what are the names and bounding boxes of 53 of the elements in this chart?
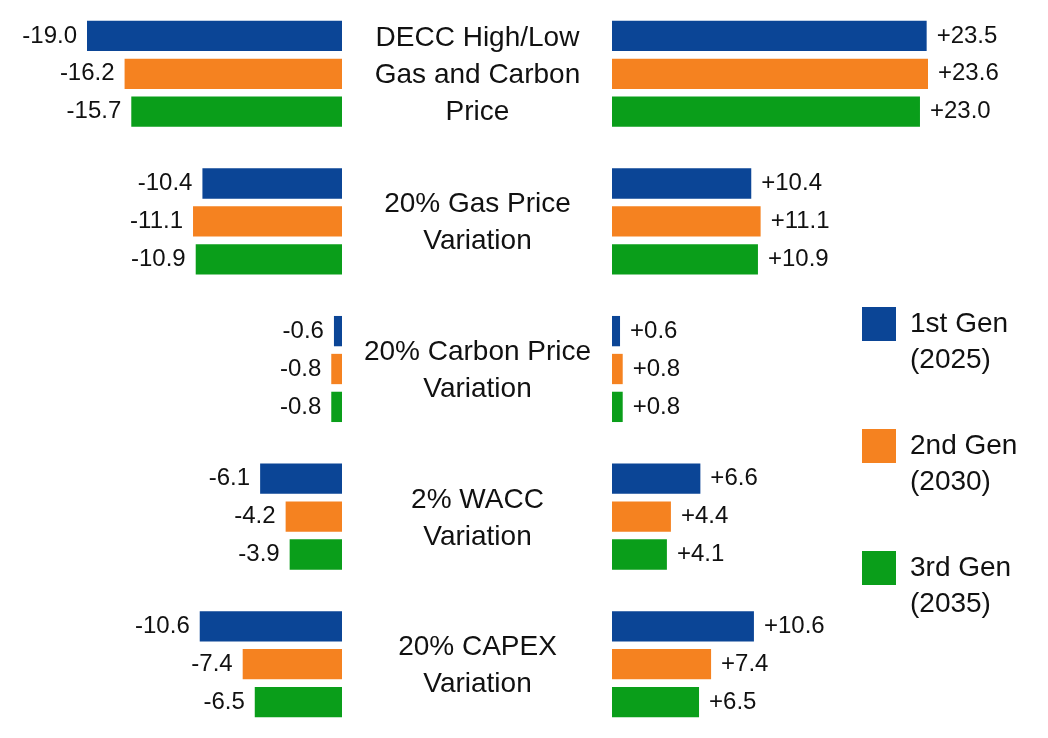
- data-label: +6.6: [710, 463, 758, 491]
- data-label: -10.6: [135, 610, 190, 638]
- data-label: +11.1: [770, 206, 830, 234]
- data-label: +4.1: [676, 539, 725, 567]
- data-label: -15.7: [66, 96, 122, 124]
- data-label: -0.6: [282, 315, 324, 343]
- bar: [612, 96, 920, 127]
- bar: [612, 315, 621, 347]
- bar: [612, 244, 758, 275]
- bar: [612, 353, 623, 385]
- data-label: -3.9: [238, 539, 280, 567]
- bar: [612, 463, 701, 494]
- y-tick-label: 20% Gas Price Variation: [383, 186, 572, 258]
- data-label: -6.5: [203, 686, 245, 714]
- data-label: -16.2: [59, 58, 115, 86]
- bar: [612, 168, 752, 199]
- legend-label: 1st Gen (2025): [910, 306, 1010, 376]
- data-label: +4.4: [680, 501, 729, 529]
- bar: [612, 206, 761, 237]
- bar: [612, 391, 623, 423]
- bar: [612, 649, 712, 680]
- legend-label: 3rd Gen (2035): [910, 550, 1013, 620]
- y-tick-label: 20% Carbon Price Variation: [362, 334, 593, 405]
- data-label: +6.5: [709, 686, 757, 714]
- data-label: +7.4: [721, 648, 769, 676]
- data-label: +0.6: [630, 315, 678, 343]
- data-label: +0.8: [632, 391, 681, 419]
- data-label: +10.9: [767, 243, 829, 271]
- data-label: -10.4: [137, 168, 193, 196]
- data-label: -19.0: [22, 20, 77, 48]
- bar: [612, 539, 667, 570]
- data-label: -0.8: [279, 353, 322, 381]
- y-tick-label: DECC High/Low Gas and Carbon Price: [373, 20, 582, 129]
- data-label: +23.5: [936, 20, 998, 48]
- data-label: +0.8: [632, 353, 681, 381]
- legend-label: 2nd Gen (2030): [910, 428, 1019, 498]
- data-label: -7.4: [191, 648, 233, 676]
- data-label: +23.0: [929, 96, 991, 124]
- data-label: -11.1: [130, 206, 184, 234]
- bar: [612, 501, 671, 532]
- data-label: -4.2: [234, 501, 276, 529]
- y-tick-label: 2% WACC Variation: [410, 481, 545, 553]
- data-label: +23.6: [938, 58, 999, 86]
- data-label: -10.9: [131, 243, 186, 271]
- data-label: +10.4: [761, 168, 822, 196]
- bar: [612, 58, 928, 89]
- data-label: +10.6: [763, 610, 825, 638]
- data-label: -0.8: [279, 391, 322, 419]
- bar: [612, 20, 927, 52]
- bar: [612, 686, 700, 718]
- y-tick-label: 20% CAPEX Variation: [397, 629, 558, 701]
- data-label: -6.1: [208, 463, 251, 491]
- bar: [612, 611, 754, 642]
